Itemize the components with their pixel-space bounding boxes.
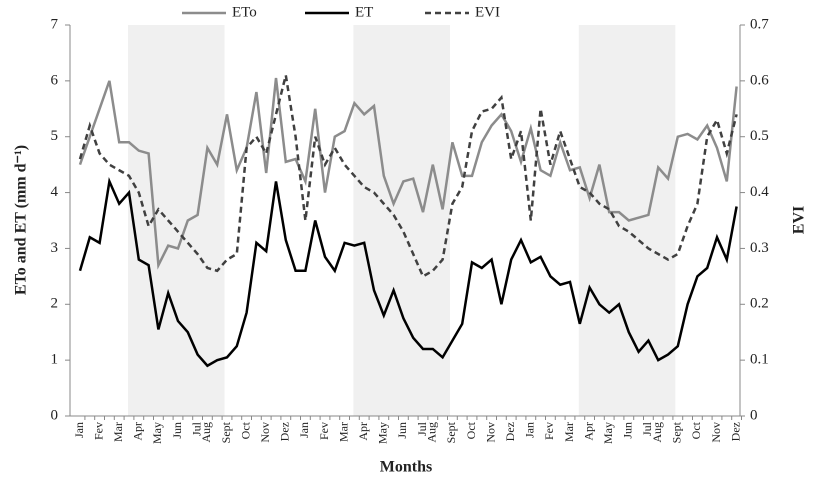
x-tick-label: May: [150, 422, 164, 444]
x-tick-label: Oct: [238, 421, 252, 439]
x-tick-label: Jun: [170, 422, 184, 439]
y2-tick-label: 0.7: [750, 16, 769, 32]
season-band: [128, 25, 225, 416]
season-band: [353, 25, 450, 416]
x-tick-label: Mar: [111, 422, 125, 442]
x-tick-label: Jun: [621, 422, 635, 439]
y-tick-label: 7: [51, 16, 59, 32]
x-tick-label: May: [601, 422, 615, 444]
x-tick-label: Jan: [297, 422, 311, 438]
y-tick-label: 1: [51, 352, 59, 368]
y-tick-label: 0: [51, 407, 59, 423]
y2-tick-label: 0.4: [750, 184, 769, 200]
y-tick-label: 5: [51, 128, 59, 144]
x-tick-label: Oct: [464, 421, 478, 439]
x-tick-label: Nov: [709, 422, 723, 443]
y2-tick-label: 0.2: [750, 296, 769, 312]
line-series: [78, 177, 738, 368]
y-tick-label: 4: [51, 184, 59, 200]
background: [128, 25, 676, 416]
x-tick-label: Apr: [581, 422, 595, 441]
y2-axis-label: EVI: [791, 206, 808, 234]
y-axis-label: ETo and ET (mm d⁻¹): [13, 145, 30, 295]
x-tick-label: Aug: [425, 422, 439, 443]
y2-tick-label: 0.3: [750, 240, 769, 256]
x-tick-label: Dez: [503, 422, 517, 441]
x-tick-label: Dez: [278, 422, 292, 441]
x-tick-label: Sept: [444, 421, 458, 443]
x-tick-label: Dez: [728, 422, 742, 441]
y2-tick-label: 0: [750, 407, 758, 423]
y2-tick-label: 0.5: [750, 128, 769, 144]
x-tick-label: Jul: [640, 421, 654, 436]
x-tick-label: Mar: [336, 422, 350, 442]
x-tick-label: Jun: [395, 422, 409, 439]
x-tick-label: Oct: [689, 421, 703, 439]
x-tick-label: Fev: [542, 422, 556, 440]
y2-tick-label: 0.6: [750, 72, 769, 88]
x-tick-label: Jul: [189, 421, 203, 436]
x-tick-label: Sept: [670, 421, 684, 443]
x-tick-label: Mar: [562, 422, 576, 442]
x-tick-label: Nov: [258, 422, 272, 443]
y-tick-label: 2: [51, 296, 59, 312]
x-tick-label: Fev: [91, 422, 105, 440]
x-tick-label: Fev: [317, 422, 331, 440]
x-tick-label: Nov: [483, 422, 497, 443]
x-tick-label: Aug: [650, 422, 664, 443]
x-tick-label: Apr: [356, 422, 370, 441]
y-tick-label: 6: [51, 72, 59, 88]
x-axis-label: Months: [380, 459, 432, 476]
line-series: [78, 74, 738, 279]
x-tick-label: Jul: [415, 421, 429, 436]
legend-label: EVI: [475, 4, 500, 20]
x-tick-label: Aug: [199, 422, 213, 443]
legend-label: ET: [355, 4, 373, 20]
y-tick-label: 3: [51, 240, 59, 256]
y2-tick-label: 0.1: [750, 352, 769, 368]
legend-label: ETo: [232, 4, 257, 20]
line-series: [78, 77, 738, 270]
x-tick-label: Jan: [72, 422, 86, 438]
x-tick-label: May: [376, 422, 390, 444]
x-tick-label: Jan: [523, 422, 537, 438]
x-tick-label: Apr: [131, 422, 145, 441]
x-tick-label: Sept: [219, 421, 233, 443]
